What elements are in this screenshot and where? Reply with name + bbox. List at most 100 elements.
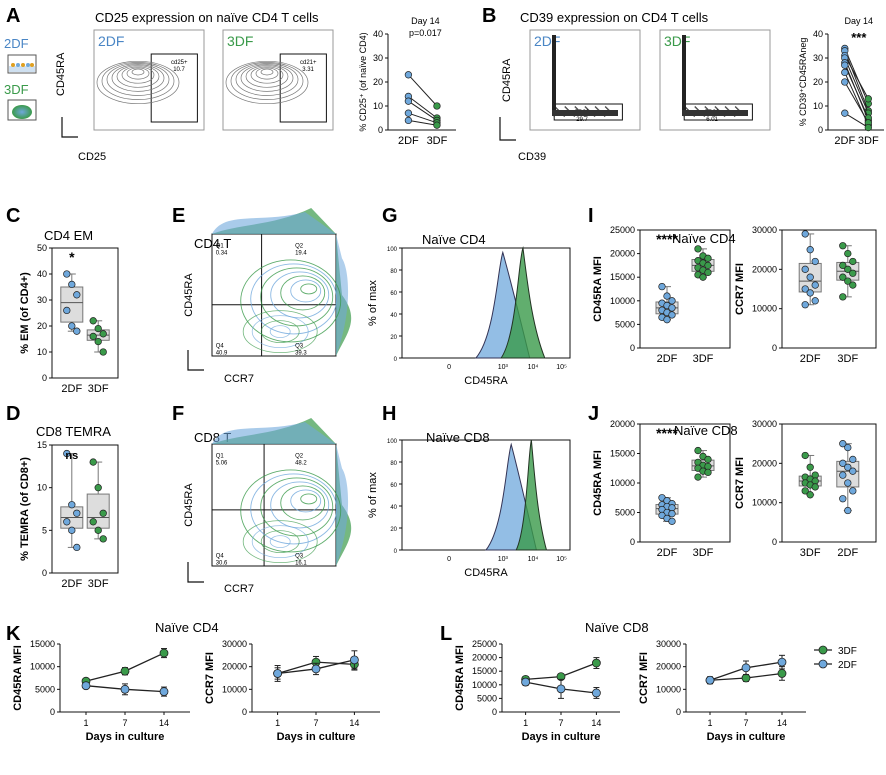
panel-d-point [73, 509, 81, 517]
panel-f-quad-name: Q3 [295, 553, 304, 559]
panel-a-plot1-contour [121, 66, 155, 84]
panel-l-left-xtick-label: 14 [591, 718, 601, 728]
panel-b-plot1-dot [606, 108, 609, 110]
panel-g-ytick-label: 80 [390, 269, 397, 275]
panel-c-ytick-label: 40 [37, 269, 47, 279]
panel-letter-l: L [440, 623, 452, 645]
panel-j-left-point [668, 517, 676, 525]
panel-j-right-ytick-label: 10000 [752, 498, 777, 508]
panel-f-right-hist-2df [336, 444, 349, 566]
panel-a-plot2-contour [230, 62, 304, 100]
panel-f-quad-value: 48.2 [295, 460, 307, 466]
panel-b-plot2-dot [694, 106, 697, 108]
panel-a-stats-pair-line [408, 119, 438, 126]
panel-j-left-frame [639, 423, 731, 543]
panel-k-right-ytick-label: 0 [242, 707, 247, 717]
panel-j-right-chart: 0 10000 20000 30000 CCR7 MFI 3DF 2DF [734, 419, 877, 559]
panel-i-left-xtick-label: 2DF [657, 353, 678, 365]
panel-l-left-ytick-label: 20000 [472, 653, 497, 663]
panel-a-plot2-contour [235, 63, 299, 96]
panel-i-left-ytick-label: 15000 [610, 272, 635, 282]
panel-l-right-chart: 0 10000 20000 30000 CCR7 MFI 1 7 14 Days in cult… [638, 639, 806, 743]
panel-j-right-point [806, 491, 814, 499]
panel-b-plot1-dot [564, 106, 567, 108]
panel-b-stats-point-3df [864, 95, 872, 103]
legend-marker-2DF [818, 659, 828, 669]
panel-a-flow: 2DF cd25+10.7 3DF cd21+3.31 [93, 29, 334, 131]
panel-b-stats-pair-line [844, 57, 869, 114]
panel-c-point [94, 324, 102, 333]
culture-schematic: 2DF 3DF [4, 36, 37, 121]
panel-a-plot1-contour [116, 65, 160, 88]
panel-l-left-xtick-label: 7 [558, 718, 563, 728]
organoid-blob [12, 105, 32, 119]
panel-b-stats-ylabel: % CD39⁺CD45RAneg [798, 38, 808, 127]
panel-letter-h: H [382, 403, 396, 425]
panel-k-left-ytick-label: 5000 [35, 684, 55, 694]
panel-k-right-ylabel: CCR7 MFI [204, 652, 216, 704]
panel-c-ytick-label: 30 [37, 295, 47, 305]
panel-i-right-chart: 0 10000 20000 30000 CCR7 MFI 2DF 3DF [734, 225, 877, 365]
panel-b-plot2-dot [724, 106, 727, 108]
panel-i-right-ylabel: CCR7 MFI [734, 263, 746, 315]
panel-d-ytick-label: 5 [42, 525, 47, 535]
panel-b-plot1-dot [586, 108, 589, 110]
panel-f-contour [269, 535, 291, 548]
panel-a-stats-ytick-label: 10 [373, 101, 383, 111]
panel-b-stats-ytick-label: 40 [813, 29, 823, 39]
panel-b-stats-ytick-label: 0 [818, 125, 823, 135]
panel-l-right-point-2DF [705, 675, 715, 685]
panel-i-right-point [849, 269, 857, 277]
panel-h-title: Naïve CD8 [426, 430, 490, 445]
panel-l-left-point-2DF [556, 684, 566, 694]
panel-j-left-ytick-label: 0 [630, 537, 635, 547]
panel-b-stats-chart: 0 10 20 30 40 2DF 3DF Day 14 *** % CD39⁺CD45RAneg [798, 16, 884, 147]
panel-l-right-ytick-label: 30000 [656, 639, 681, 649]
cell-dot [21, 63, 25, 67]
panel-i-left-point [704, 261, 712, 270]
panel-h-ytick-label: 100 [387, 439, 398, 445]
panel-j-left-chart: 0 5000 10000 15000 20000 CD45RA MFI 2DF 3DF **** [592, 419, 731, 559]
panel-c-point [63, 270, 71, 278]
panel-e-contour [240, 259, 342, 343]
panel-a-stats-point-3df [433, 102, 441, 110]
panel-a-plot1-contour [126, 67, 150, 80]
panel-a-stats-point-2df [404, 109, 413, 117]
panel-e-contour [242, 310, 318, 354]
panel-a-stats-xtick-label: 2DF [398, 135, 419, 147]
panel-letter-e: E [172, 205, 185, 227]
panel-c-ytick-label: 0 [42, 373, 47, 383]
panel-a-stats-pair-line [408, 100, 438, 121]
panel-j-right-point [839, 440, 847, 448]
panel-l-left-ylabel: CD45RA MFI [454, 645, 466, 711]
panel-k-left-xlabel: Days in culture [86, 731, 165, 743]
panel-e-quad-value: 0.34 [216, 250, 228, 256]
panel-letter-b: B [482, 5, 496, 27]
panel-i-left-chart: 0 5000 10000 15000 20000 25000 CD45RA MFI 2DF 3D… [592, 225, 731, 365]
panel-j-right-point [801, 487, 809, 495]
panel-h-ytick-label: 60 [390, 483, 397, 489]
panel-b-plot2-dense-row [682, 110, 748, 116]
panel-f-quad-name: Q2 [295, 453, 304, 459]
panel-f-contour [300, 493, 318, 505]
panel-d-ylabel: % TEMRA (of CD8+) [19, 457, 31, 561]
cell-dot [16, 63, 20, 67]
panel-k-right-ytick-label: 20000 [222, 662, 247, 672]
panel-d-point [63, 518, 71, 526]
panel-c-point [68, 322, 76, 330]
panel-c-title: CD4 EM [44, 228, 93, 243]
panel-letter-j: J [588, 403, 599, 425]
panel-l-left-ytick-label: 10000 [472, 680, 497, 690]
panel-d-ytick-label: 10 [37, 483, 47, 493]
panel-b-plot1-dot [595, 107, 598, 109]
panel-f-quad-name: Q4 [216, 553, 225, 559]
panel-c-point [73, 291, 81, 299]
panel-c-chart: 0 10 20 30 40 50 % EM (of CD4+) 2DF 3DF * [19, 243, 119, 395]
panel-l-title: Naïve CD8 [585, 620, 649, 635]
panel-j-right-ytick-label: 30000 [752, 419, 777, 429]
panel-i-left-point [668, 311, 676, 319]
panel-d-point [89, 518, 97, 526]
panel-i-left-point [694, 245, 702, 253]
panel-a-ylabel: CD45RA [55, 52, 67, 96]
panel-a-plot1-gate-label: cd25+ [171, 60, 188, 66]
